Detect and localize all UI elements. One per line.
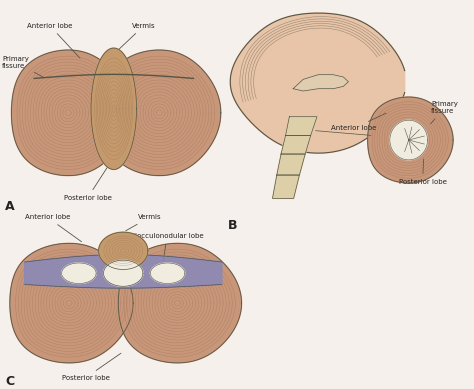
Polygon shape: [91, 48, 137, 170]
Text: Anterior lobe: Anterior lobe: [27, 23, 80, 58]
Text: C: C: [5, 375, 14, 388]
Polygon shape: [281, 135, 311, 154]
Text: Posterior lobe: Posterior lobe: [399, 159, 447, 185]
Text: Posterior lobe: Posterior lobe: [64, 159, 112, 201]
Polygon shape: [368, 97, 453, 183]
Text: A: A: [5, 200, 14, 213]
Polygon shape: [273, 175, 300, 198]
Polygon shape: [293, 75, 348, 91]
Polygon shape: [277, 154, 305, 175]
Text: Anterior lobe: Anterior lobe: [25, 214, 82, 242]
Text: Posterior lobe: Posterior lobe: [62, 353, 121, 381]
Text: Primary
fissure: Primary fissure: [2, 56, 43, 77]
Text: Vermis: Vermis: [116, 23, 155, 52]
Text: Flocculonodular lobe: Flocculonodular lobe: [131, 233, 203, 263]
Polygon shape: [11, 50, 130, 175]
Polygon shape: [103, 260, 143, 286]
Text: B: B: [228, 219, 237, 232]
Text: Anterior lobe: Anterior lobe: [331, 113, 386, 131]
Polygon shape: [10, 244, 133, 363]
Polygon shape: [150, 263, 185, 284]
Polygon shape: [390, 120, 428, 160]
Polygon shape: [118, 244, 242, 363]
Polygon shape: [62, 263, 96, 284]
Polygon shape: [285, 117, 317, 135]
Polygon shape: [99, 232, 148, 270]
Polygon shape: [102, 50, 221, 175]
Polygon shape: [25, 254, 222, 288]
Text: Primary
fissure: Primary fissure: [430, 101, 458, 124]
Polygon shape: [230, 13, 405, 153]
Text: Vermis: Vermis: [126, 214, 162, 231]
